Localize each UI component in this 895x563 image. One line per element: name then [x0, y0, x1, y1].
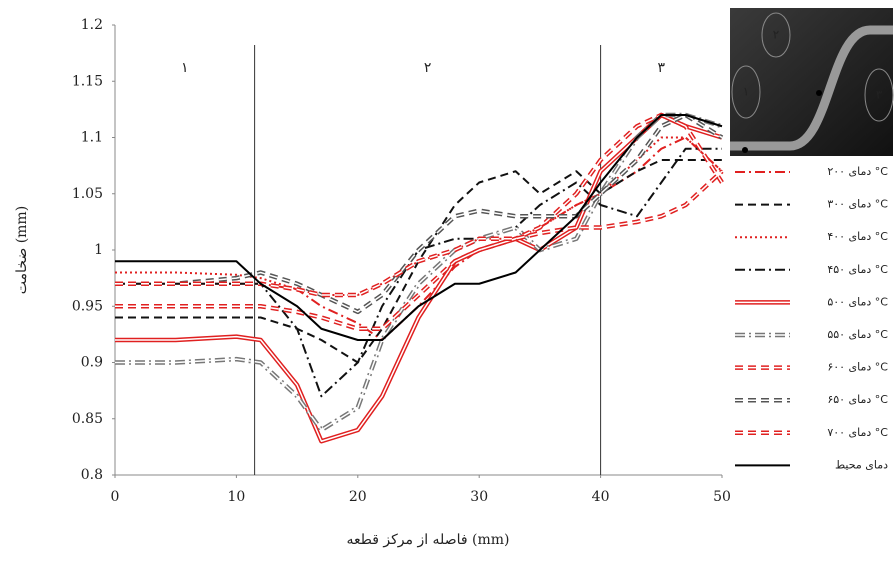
y-axis-label: ضخامت (mm) [14, 206, 30, 294]
y-tick-label: 0.8 [81, 467, 103, 483]
series-line [115, 112, 723, 433]
inset-image: ۱ ۲ ۳ [730, 8, 894, 156]
legend-label: دمای ۷۰۰ °C [827, 426, 888, 439]
y-tick-label: 1.15 [72, 73, 103, 89]
legend-label: دمای ۴۵۰ °C [827, 263, 888, 276]
series-line [115, 169, 724, 298]
inset-label: ۲ [773, 28, 779, 42]
series-line-inner [115, 170, 723, 296]
x-axis-label: فاصله از مرکز قطعه (mm) [347, 532, 510, 548]
y-tick-label: 1.2 [81, 17, 103, 33]
x-tick-label: 40 [592, 489, 610, 505]
region-label: ۳ [658, 60, 666, 76]
legend-label: دمای ۵۵۰ °C [827, 328, 888, 341]
series-line [115, 147, 722, 398]
x-tick-label: 20 [349, 489, 367, 505]
region-label: ۱ [181, 60, 189, 76]
inset-circle [864, 68, 894, 122]
x-tick-label: 10 [227, 489, 245, 505]
y-tick-label: 1 [94, 242, 103, 258]
legend-label: دمای محیط [835, 458, 888, 471]
legend-label: دمای ۴۰۰ °C [827, 230, 888, 243]
inset-circle [731, 65, 761, 119]
inset-circle [761, 12, 791, 58]
legend-label: دمای ۳۰۰ °C [827, 198, 888, 211]
inset-dot [816, 90, 822, 96]
inset-label: ۱ [743, 85, 749, 99]
inset-strip [730, 25, 893, 151]
series-line [115, 136, 723, 341]
series-line-inner [115, 114, 723, 330]
legend-label: دمای ۶۵۰ °C [827, 393, 888, 406]
y-tick-label: 0.85 [72, 411, 103, 427]
series-line [115, 159, 722, 364]
inset-dot [742, 147, 748, 153]
legend-label: دمای ۲۰۰ °C [827, 165, 888, 178]
series-line-inner [115, 114, 723, 431]
y-tick-label: 0.9 [81, 355, 103, 371]
x-tick-label: 50 [713, 489, 731, 505]
x-tick-label: 0 [111, 489, 120, 505]
series-line [115, 136, 723, 296]
region-label: ۲ [424, 60, 432, 76]
series-line [115, 112, 724, 331]
y-tick-label: 0.95 [72, 298, 103, 314]
x-tick-label: 30 [470, 489, 488, 505]
legend-label: دمای ۶۰۰ °C [827, 361, 888, 374]
series-line-inner [115, 114, 723, 313]
inset-label: ۳ [876, 88, 883, 102]
y-tick-label: 1.05 [72, 186, 103, 202]
y-tick-label: 1.1 [81, 130, 103, 146]
series-line [115, 114, 723, 341]
legend-label: دمای ۵۰۰ °C [827, 295, 888, 308]
